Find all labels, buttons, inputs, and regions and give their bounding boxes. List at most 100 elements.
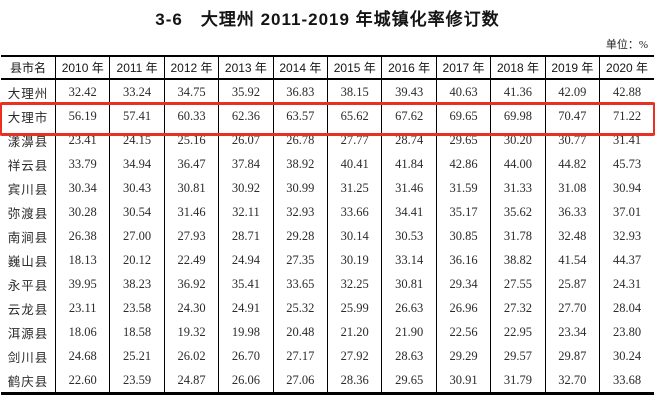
value-cell: 33.79	[55, 152, 111, 176]
value-cell: 70.47	[545, 104, 601, 128]
value-cell: 30.43	[109, 176, 165, 200]
value-cell: 23.80	[612, 324, 642, 339]
value-cell: 35.41	[218, 272, 274, 296]
value-cell: 35.92	[218, 79, 274, 104]
value-cell: 24.68	[55, 344, 111, 368]
value-cell: 27.35	[273, 248, 329, 272]
value-cell: 33.66	[327, 200, 383, 224]
value-cell: 30.53	[381, 224, 437, 248]
value-cell: 40.63	[436, 79, 492, 104]
value-cell: 30.14	[327, 224, 383, 248]
column-header-year: 2018 年	[490, 57, 546, 80]
value-cell: 56.19	[55, 104, 111, 128]
row-name-cell: 祥云县	[1, 152, 56, 176]
value-cell: 26.38	[55, 224, 111, 248]
value-cell: 24.87	[164, 368, 220, 392]
value-cell: 33.14	[381, 248, 437, 272]
value-cell: 35.62	[490, 200, 546, 224]
row-name-cell: 永平县	[1, 272, 56, 296]
value-cell: 28.63	[381, 344, 437, 368]
value-cell: 36.92	[164, 272, 220, 296]
value-cell: 35.17	[436, 200, 492, 224]
value-cell: 28.04	[612, 300, 642, 315]
value-cell: 36.16	[436, 248, 492, 272]
column-header-year: 2015 年	[327, 57, 383, 80]
row-name-cell: 宾川县	[1, 176, 56, 200]
value-cell: 29.87	[545, 344, 601, 368]
value-cell: 30.81	[381, 272, 437, 296]
value-cell: 25.99	[327, 296, 383, 320]
value-cell: 29.28	[273, 224, 329, 248]
value-cell: 30.91	[436, 368, 492, 392]
row-name-cell: 洱源县	[1, 320, 56, 344]
table-row: 大理州 32.42 33.24 34.75 35.92 36.83 38.15 39.43 40…	[1, 79, 654, 104]
table-row: 剑川县 24.68 25.21 26.02 26.70 27.17 27.92 28.63 29…	[1, 344, 654, 368]
column-header-year: 2019 年	[545, 57, 601, 80]
value-cell: 27.55	[490, 272, 546, 296]
value-cell: 27.17	[273, 344, 329, 368]
value-cell: 29.65	[436, 128, 492, 152]
value-cell: 69.98	[490, 104, 546, 128]
value-cell: 26.70	[218, 344, 274, 368]
column-header-year: 2011 年	[109, 57, 165, 80]
row-name-cell: 鹤庆县	[1, 368, 56, 392]
value-cell: 31.79	[490, 368, 546, 392]
value-cell: 57.41	[109, 104, 165, 128]
value-cell: 24.91	[218, 296, 274, 320]
value-cell: 27.77	[327, 128, 383, 152]
value-cell: 28.71	[218, 224, 274, 248]
table-row: 永平县 39.95 38.23 36.92 35.41 33.65 32.25 30.81 29…	[1, 272, 654, 296]
value-cell: 42.86	[436, 152, 492, 176]
value-cell: 26.07	[218, 128, 274, 152]
value-cell: 24.31	[612, 276, 642, 291]
value-cell: 33.24	[109, 79, 165, 104]
value-cell: 26.78	[273, 128, 329, 152]
value-cell: 29.65	[381, 368, 437, 392]
value-cell: 33.68	[612, 372, 642, 387]
value-cell: 32.93	[273, 200, 329, 224]
value-cell: 40.41	[327, 152, 383, 176]
value-cell: 28.74	[381, 128, 437, 152]
value-cell: 25.32	[273, 296, 329, 320]
value-cell: 31.08	[545, 176, 601, 200]
value-cell: 32.25	[327, 272, 383, 296]
value-cell: 23.11	[55, 296, 111, 320]
table-row: 云龙县 23.11 23.58 24.30 24.91 25.32 25.99 26.63 26…	[1, 296, 654, 320]
value-cell: 27.06	[273, 368, 329, 392]
value-cell: 60.33	[164, 104, 220, 128]
value-cell: 18.06	[55, 320, 111, 344]
value-cell: 30.24	[612, 348, 642, 363]
value-cell: 21.20	[327, 320, 383, 344]
value-cell: 31.46	[164, 200, 220, 224]
value-cell: 26.06	[218, 368, 274, 392]
row-name-cell: 云龙县	[1, 296, 56, 320]
value-cell: 34.75	[164, 79, 220, 104]
value-cell: 65.62	[327, 104, 383, 128]
value-cell: 31.78	[490, 224, 546, 248]
table-row: 洱源县 18.06 18.58 19.32 19.98 20.48 21.20 21.90 22…	[1, 320, 654, 344]
value-cell: 30.81	[164, 176, 220, 200]
table-row: 大理市 56.19 57.41 60.33 62.36 63.57 65.62 67.62 69…	[1, 104, 654, 128]
value-cell: 41.54	[545, 248, 601, 272]
table-title: 3-6 大理州 2011-2019 年城镇化率修订数	[155, 10, 500, 29]
table-row: 南涧县 26.38 27.00 27.93 28.71 29.28 30.14 30.53 30…	[1, 224, 654, 248]
column-header-year: 2014 年	[273, 57, 329, 80]
value-cell: 33.65	[273, 272, 329, 296]
row-name-cell: 大理市	[1, 104, 56, 128]
value-cell: 30.28	[55, 200, 111, 224]
value-cell: 34.41	[381, 200, 437, 224]
value-cell: 31.59	[436, 176, 492, 200]
value-cell: 32.70	[545, 368, 601, 392]
column-header-year: 2012 年	[164, 57, 220, 80]
value-cell: 23.34	[545, 320, 601, 344]
value-cell: 29.29	[436, 344, 492, 368]
value-cell: 27.92	[327, 344, 383, 368]
value-cell: 22.49	[164, 248, 220, 272]
column-header-year: 2016 年	[381, 57, 437, 80]
value-cell: 38.15	[327, 79, 383, 104]
table-row: 巍山县 18.13 20.12 22.49 24.94 27.35 30.19 33.14 36…	[1, 248, 654, 272]
